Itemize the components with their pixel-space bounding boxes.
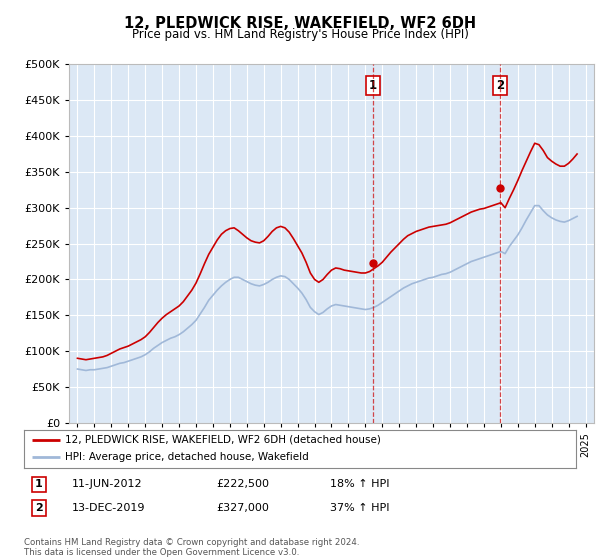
Text: Price paid vs. HM Land Registry's House Price Index (HPI): Price paid vs. HM Land Registry's House … — [131, 28, 469, 41]
Text: 18% ↑ HPI: 18% ↑ HPI — [330, 479, 389, 489]
Text: Contains HM Land Registry data © Crown copyright and database right 2024.
This d: Contains HM Land Registry data © Crown c… — [24, 538, 359, 557]
Text: HPI: Average price, detached house, Wakefield: HPI: Average price, detached house, Wake… — [65, 452, 309, 463]
Text: 2: 2 — [35, 503, 43, 513]
Text: £222,500: £222,500 — [216, 479, 269, 489]
Text: 12, PLEDWICK RISE, WAKEFIELD, WF2 6DH: 12, PLEDWICK RISE, WAKEFIELD, WF2 6DH — [124, 16, 476, 31]
Text: 12, PLEDWICK RISE, WAKEFIELD, WF2 6DH (detached house): 12, PLEDWICK RISE, WAKEFIELD, WF2 6DH (d… — [65, 435, 381, 445]
Text: 13-DEC-2019: 13-DEC-2019 — [72, 503, 146, 513]
Text: £327,000: £327,000 — [216, 503, 269, 513]
Text: 11-JUN-2012: 11-JUN-2012 — [72, 479, 143, 489]
Text: 2: 2 — [496, 79, 504, 92]
Text: 1: 1 — [369, 79, 377, 92]
Text: 1: 1 — [35, 479, 43, 489]
Text: 37% ↑ HPI: 37% ↑ HPI — [330, 503, 389, 513]
